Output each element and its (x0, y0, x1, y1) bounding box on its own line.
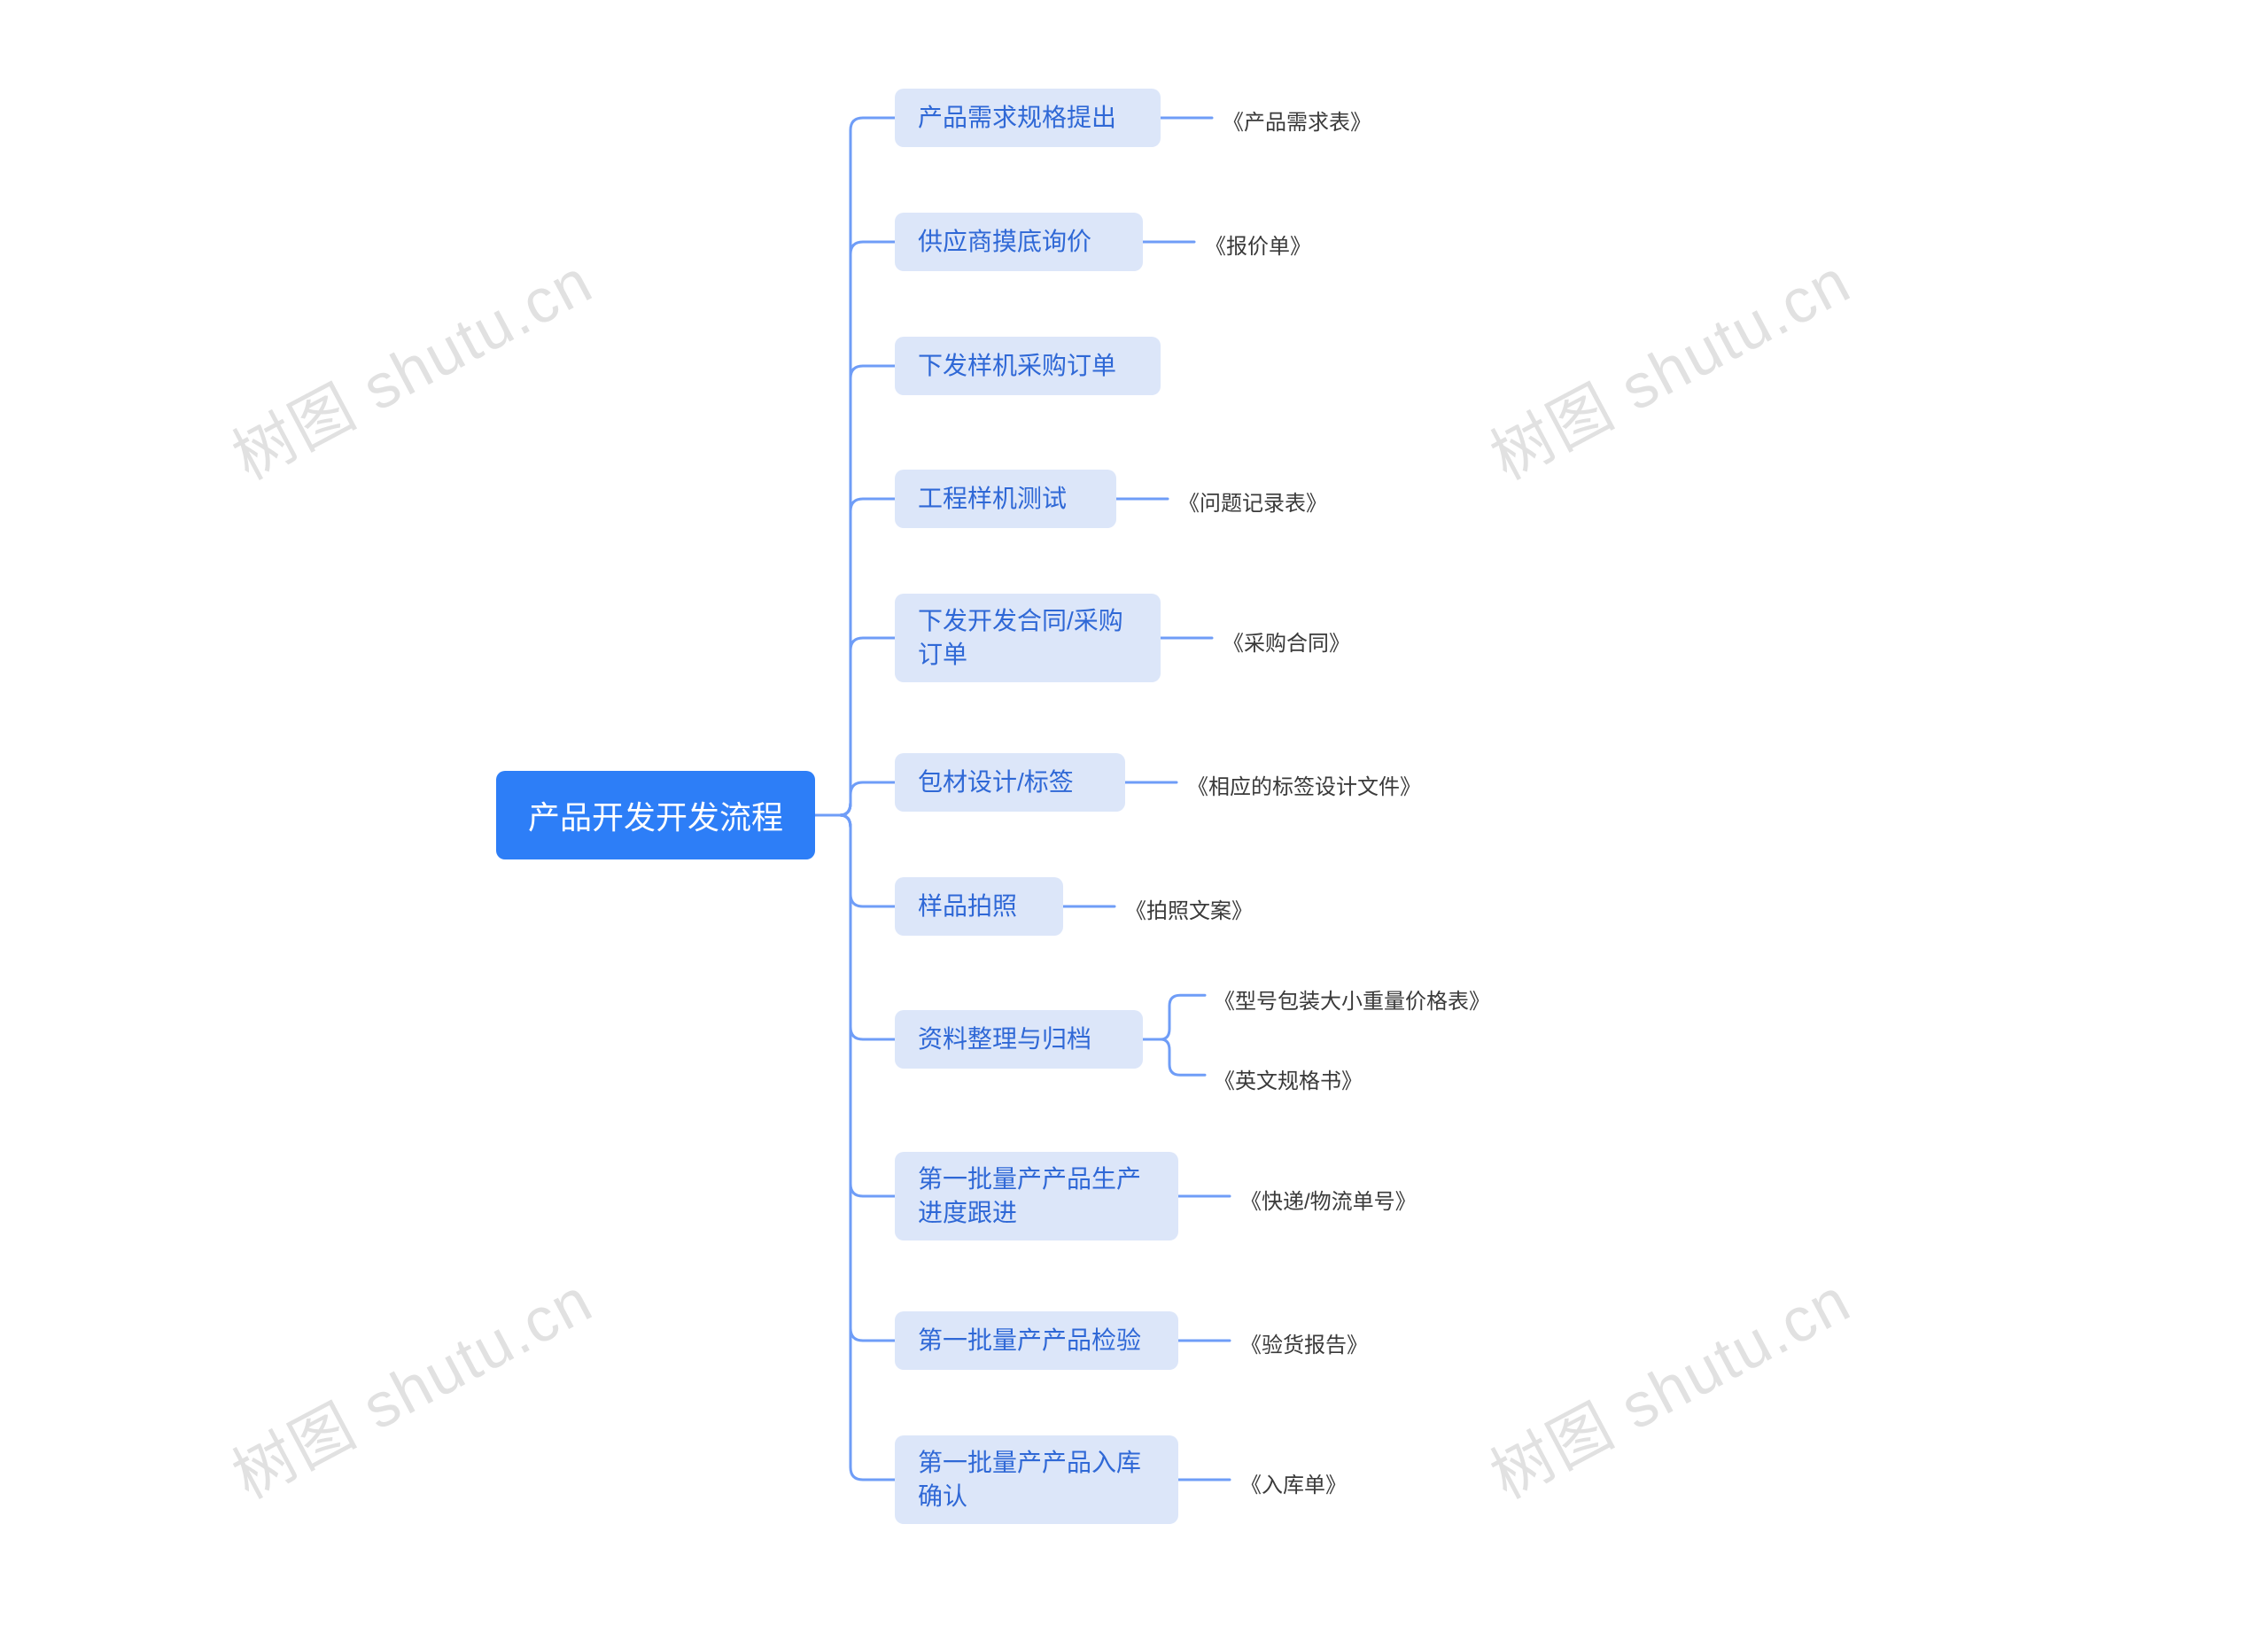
mindmap-canvas: 产品开发开发流程 产品需求规格提出 《产品需求表》供应商摸底询价 《报价单》下发样机采… (0, 0, 2268, 1633)
leaf-label: 《英文规格书》 (1214, 1063, 1363, 1094)
leaf-label: 《快递/物流单号》 (1240, 1184, 1417, 1215)
branch-label: 第一批量产产品入库确认 (918, 1446, 1155, 1513)
branch-label: 供应商摸底询价 (918, 225, 1091, 259)
leaf-node: 《型号包装大小重量价格表》 (1214, 984, 1490, 1015)
leaf-label: 《报价单》 (1205, 229, 1311, 260)
leaf-node: 《验货报告》 (1240, 1327, 1368, 1358)
branch-label: 样品拍照 (918, 890, 1017, 923)
watermark: 树图 shutu.cn (1473, 232, 1864, 497)
leaf-node: 《报价单》 (1205, 229, 1311, 260)
branch-label: 下发样机采购订单 (918, 349, 1116, 383)
leaf-node: 《快递/物流单号》 (1240, 1184, 1417, 1215)
branch-label: 包材设计/标签 (918, 766, 1074, 799)
branch-node-b2: 供应商摸底询价 (895, 213, 1143, 271)
branch-node-b1: 产品需求规格提出 (895, 89, 1161, 147)
branch-node-b5: 下发开发合同/采购订单 (895, 594, 1161, 682)
branch-label: 产品需求规格提出 (918, 101, 1116, 135)
branch-label: 第一批量产产品生产进度跟进 (918, 1163, 1155, 1230)
branch-label: 第一批量产产品检验 (918, 1324, 1141, 1357)
leaf-label: 《问题记录表》 (1178, 486, 1327, 517)
leaf-label: 《拍照文案》 (1125, 893, 1253, 924)
leaf-label: 《产品需求表》 (1223, 105, 1371, 136)
branch-node-b9: 第一批量产产品生产进度跟进 (895, 1152, 1178, 1240)
leaf-node: 《相应的标签设计文件》 (1187, 769, 1421, 800)
branch-node-b11: 第一批量产产品入库确认 (895, 1435, 1178, 1524)
branch-node-b4: 工程样机测试 (895, 470, 1116, 528)
root-label: 产品开发开发流程 (528, 792, 783, 838)
branch-label: 下发开发合同/采购订单 (918, 604, 1138, 672)
leaf-label: 《型号包装大小重量价格表》 (1214, 984, 1490, 1015)
leaf-node: 《采购合同》 (1223, 626, 1350, 657)
leaf-node: 《入库单》 (1240, 1467, 1347, 1498)
branch-node-b10: 第一批量产产品检验 (895, 1311, 1178, 1370)
leaf-label: 《验货报告》 (1240, 1327, 1368, 1358)
leaf-node: 《问题记录表》 (1178, 486, 1327, 517)
leaf-label: 《相应的标签设计文件》 (1187, 769, 1421, 800)
branch-node-b3: 下发样机采购订单 (895, 337, 1161, 395)
leaf-node: 《拍照文案》 (1125, 893, 1253, 924)
watermark: 树图 shutu.cn (215, 232, 606, 497)
leaf-node: 《产品需求表》 (1223, 105, 1371, 136)
branch-label: 工程样机测试 (918, 482, 1067, 516)
leaf-node: 《英文规格书》 (1214, 1063, 1363, 1094)
branch-label: 资料整理与归档 (918, 1023, 1091, 1056)
watermark: 树图 shutu.cn (1473, 1251, 1864, 1516)
branch-node-b8: 资料整理与归档 (895, 1010, 1143, 1069)
branch-node-b7: 样品拍照 (895, 877, 1063, 936)
watermark: 树图 shutu.cn (215, 1251, 606, 1516)
leaf-label: 《入库单》 (1240, 1467, 1347, 1498)
root-node: 产品开发开发流程 (496, 771, 815, 859)
branch-node-b6: 包材设计/标签 (895, 753, 1125, 812)
leaf-label: 《采购合同》 (1223, 626, 1350, 657)
